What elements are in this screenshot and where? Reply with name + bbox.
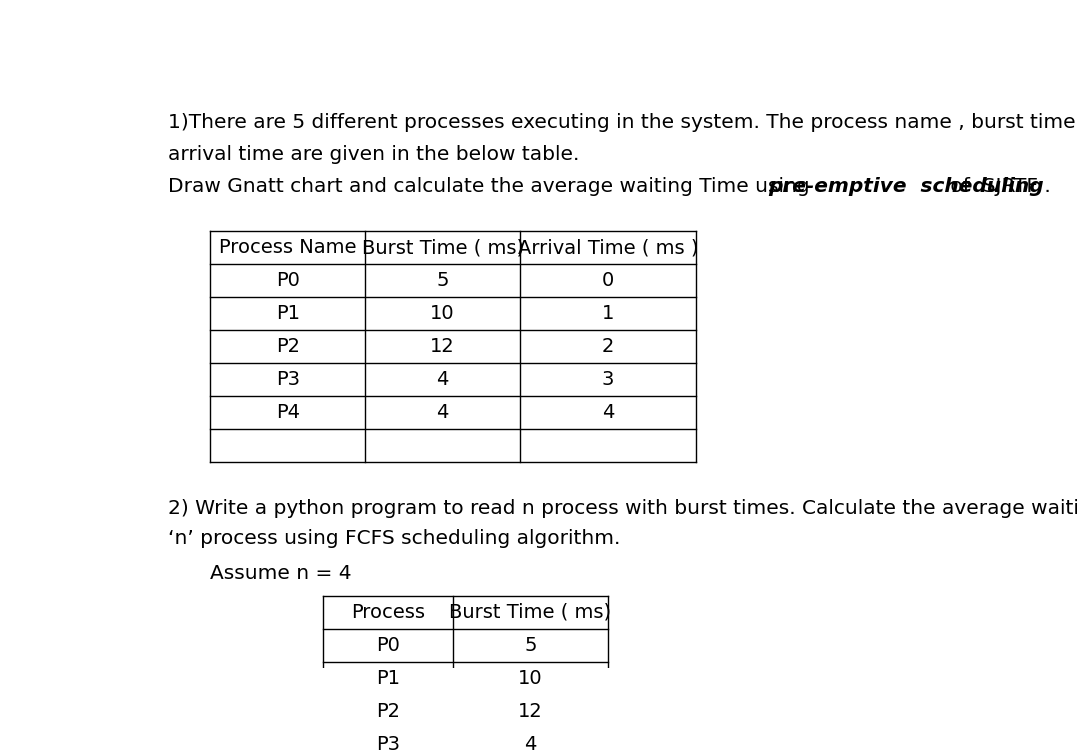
Text: 10: 10 [518, 669, 543, 688]
Text: 4: 4 [436, 370, 449, 389]
Text: pre-emptive  scheduling: pre-emptive scheduling [768, 177, 1043, 196]
Text: 5: 5 [436, 272, 449, 290]
Text: 4: 4 [524, 734, 537, 750]
Text: Process Name: Process Name [219, 238, 356, 257]
Text: ‘n’ process using FCFS scheduling algorithm.: ‘n’ process using FCFS scheduling algori… [168, 530, 621, 548]
Text: P0: P0 [275, 272, 299, 290]
Text: P2: P2 [275, 338, 300, 356]
Text: 12: 12 [430, 338, 455, 356]
Text: P3: P3 [275, 370, 300, 389]
Text: Process: Process [351, 603, 426, 622]
Text: 2) Write a python program to read n process with burst times. Calculate the aver: 2) Write a python program to read n proc… [168, 500, 1080, 518]
Text: P3: P3 [376, 734, 401, 750]
Text: 5: 5 [524, 636, 537, 655]
Bar [323, 596, 608, 750]
Text: Assume n = 4: Assume n = 4 [211, 564, 352, 584]
Bar [211, 232, 696, 462]
Text: P4: P4 [275, 403, 300, 422]
Text: 1)There are 5 different processes executing in the system. The process name , bu: 1)There are 5 different processes execut… [168, 113, 1080, 132]
Text: of  SJRTF .: of SJRTF . [944, 177, 1051, 196]
Text: 4: 4 [436, 403, 449, 422]
Text: 10: 10 [430, 304, 455, 323]
Text: Burst Time ( ms): Burst Time ( ms) [449, 603, 611, 622]
Text: P2: P2 [376, 701, 401, 721]
Text: 0: 0 [602, 272, 615, 290]
Text: 3: 3 [602, 370, 615, 389]
Text: Draw Gnatt chart and calculate the average waiting Time using: Draw Gnatt chart and calculate the avera… [168, 177, 816, 196]
Text: Burst Time ( ms): Burst Time ( ms) [362, 238, 524, 257]
Text: 2: 2 [602, 338, 615, 356]
Text: 1: 1 [602, 304, 615, 323]
Text: 12: 12 [518, 701, 543, 721]
Text: P1: P1 [376, 669, 401, 688]
Text: arrival time are given in the below table.: arrival time are given in the below tabl… [168, 145, 580, 164]
Text: Arrival Time ( ms ): Arrival Time ( ms ) [517, 238, 698, 257]
Text: 4: 4 [602, 403, 615, 422]
Text: P1: P1 [275, 304, 300, 323]
Text: P0: P0 [376, 636, 400, 655]
